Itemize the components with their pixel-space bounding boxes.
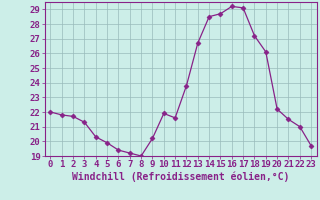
X-axis label: Windchill (Refroidissement éolien,°C): Windchill (Refroidissement éolien,°C) — [72, 172, 290, 182]
